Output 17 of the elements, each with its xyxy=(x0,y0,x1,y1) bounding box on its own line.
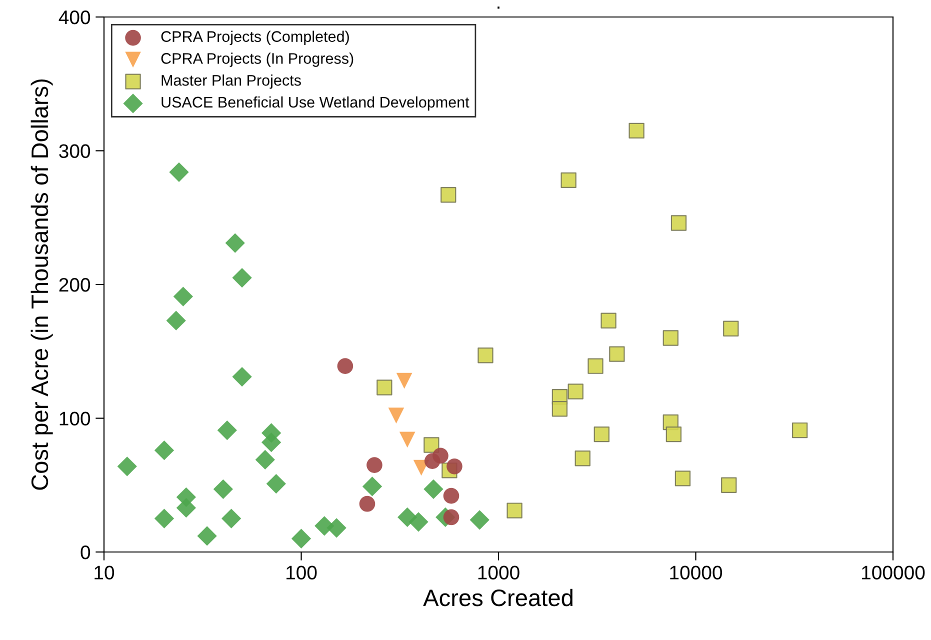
y-tick-label: 0 xyxy=(80,545,90,560)
x-tick-label: 100000 xyxy=(862,566,925,580)
legend-label: USACE Beneficial Use Wetland Development xyxy=(162,96,470,111)
x-axis-title: Acres Created xyxy=(423,588,572,606)
y-tick-label: 400 xyxy=(58,10,90,24)
x-tick-label: 100 xyxy=(286,566,317,580)
legend-label: CPRA Projects (Completed) xyxy=(161,30,349,45)
y-tick-label: 200 xyxy=(59,278,90,292)
legend-label: Master Plan Projects xyxy=(162,74,301,89)
y-tick-label: 300 xyxy=(59,144,90,158)
x-tick-label: 10000 xyxy=(670,566,722,580)
y-axis-title: Cost per Acre (in Thousands of Dollars) xyxy=(30,79,53,490)
chart-title: . xyxy=(498,6,500,9)
x-tick-label: 10 xyxy=(94,566,114,580)
y-tick-label: 100 xyxy=(60,412,90,426)
legend-label: CPRA Projects (In Progress) xyxy=(161,52,354,67)
x-tick-label: 1000 xyxy=(478,566,520,580)
